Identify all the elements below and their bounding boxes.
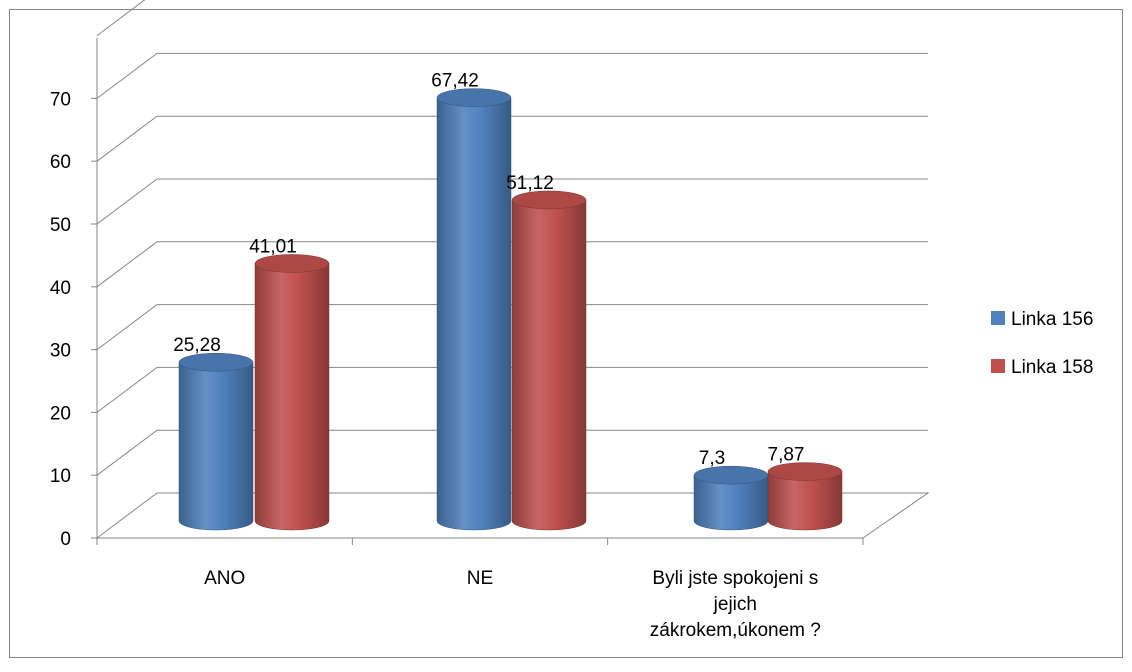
bar-body [254,263,330,531]
gridline [96,366,928,413]
gridline [96,241,928,288]
gridline [96,52,928,99]
y-tick-label: 0 [60,529,71,550]
bar-body [436,97,512,531]
bar [178,352,254,531]
legend-swatch [991,359,1005,373]
gridline [96,115,928,162]
y-tick-label: 40 [50,278,71,299]
bar [693,465,769,531]
x-tick-label: NE [467,568,493,589]
bar [511,190,587,531]
bars [178,88,843,531]
bar-body [511,199,587,531]
gridline [96,429,928,476]
legend-label: Linka 156 [1011,309,1093,330]
bar-top [767,462,843,481]
bar-top [436,88,512,107]
gridline [96,0,146,36]
legend-swatch [991,311,1005,325]
bar [254,254,330,531]
bar-top [254,254,330,273]
y-tick-label: 70 [50,89,71,110]
y-tick-label: 10 [50,466,71,487]
bar-body [693,474,769,531]
bar [767,462,843,531]
legend: Linka 156 Linka 158 [991,309,1093,378]
data-label: 51,12 [506,173,554,194]
bar-body [178,361,254,531]
y-tick-label: 50 [50,215,71,236]
y-tick-label: 30 [50,341,71,362]
gridlines [96,0,928,476]
data-label: 7,87 [768,445,805,466]
y-tick-label: 60 [50,152,71,173]
data-labels: 25,28 67,42 7,3 41,01 51,12 7,87 [173,71,804,470]
data-label: 25,28 [173,335,221,356]
legend-label: Linka 158 [1011,357,1093,378]
bar-body [767,471,843,531]
data-label: 41,01 [249,236,297,257]
y-tick-label: 20 [50,403,71,424]
bar-top [511,190,587,210]
axes [96,37,863,539]
gridline [96,304,928,350]
y-axis-ticks: 0 10 20 30 40 50 60 70 [50,89,97,550]
data-label: 67,42 [431,71,479,92]
x-tick-label: ANO [204,568,245,589]
x-axis-ticks: ANO NE Byli jste spokojeni s jejich zákrokem… [96,538,864,641]
x-tick-label: Byli jste spokojeni s jejich zákrokem,úkon… [650,568,821,641]
data-label: 7,3 [699,448,725,469]
bar [436,88,512,531]
bar-top [178,352,254,372]
gridline [96,178,928,225]
